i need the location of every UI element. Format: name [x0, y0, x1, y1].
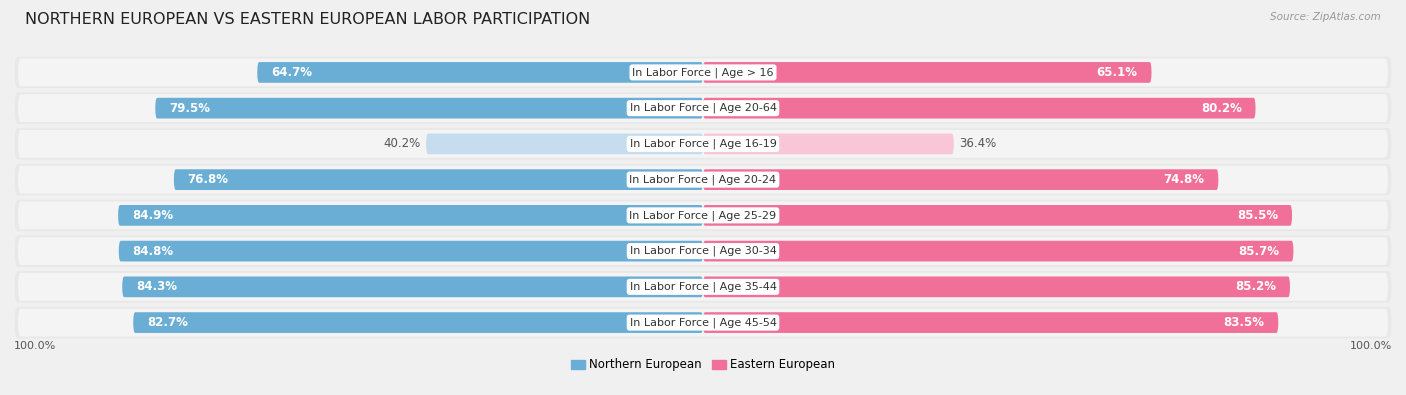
FancyBboxPatch shape — [122, 276, 703, 297]
Text: In Labor Force | Age 35-44: In Labor Force | Age 35-44 — [630, 282, 776, 292]
FancyBboxPatch shape — [703, 276, 1289, 297]
FancyBboxPatch shape — [14, 307, 1392, 338]
Text: In Labor Force | Age 30-34: In Labor Force | Age 30-34 — [630, 246, 776, 256]
FancyBboxPatch shape — [18, 130, 1388, 158]
FancyBboxPatch shape — [14, 235, 1392, 267]
Text: 76.8%: 76.8% — [187, 173, 229, 186]
Text: 82.7%: 82.7% — [148, 316, 188, 329]
FancyBboxPatch shape — [174, 169, 703, 190]
Text: NORTHERN EUROPEAN VS EASTERN EUROPEAN LABOR PARTICIPATION: NORTHERN EUROPEAN VS EASTERN EUROPEAN LA… — [25, 12, 591, 27]
Text: 40.2%: 40.2% — [384, 137, 420, 150]
FancyBboxPatch shape — [18, 201, 1388, 229]
Text: 84.8%: 84.8% — [132, 245, 174, 258]
FancyBboxPatch shape — [703, 134, 953, 154]
Legend: Northern European, Eastern European: Northern European, Eastern European — [565, 354, 841, 376]
FancyBboxPatch shape — [703, 169, 1219, 190]
FancyBboxPatch shape — [18, 273, 1388, 301]
Text: 80.2%: 80.2% — [1201, 102, 1241, 115]
FancyBboxPatch shape — [118, 241, 703, 261]
Text: In Labor Force | Age 45-54: In Labor Force | Age 45-54 — [630, 317, 776, 328]
FancyBboxPatch shape — [14, 164, 1392, 196]
FancyBboxPatch shape — [155, 98, 703, 118]
FancyBboxPatch shape — [18, 308, 1388, 337]
FancyBboxPatch shape — [118, 205, 703, 226]
FancyBboxPatch shape — [18, 94, 1388, 122]
Text: In Labor Force | Age 20-24: In Labor Force | Age 20-24 — [630, 174, 776, 185]
FancyBboxPatch shape — [426, 134, 703, 154]
Text: 85.5%: 85.5% — [1237, 209, 1278, 222]
FancyBboxPatch shape — [703, 205, 1292, 226]
Text: 64.7%: 64.7% — [271, 66, 312, 79]
FancyBboxPatch shape — [14, 57, 1392, 88]
FancyBboxPatch shape — [14, 271, 1392, 303]
FancyBboxPatch shape — [703, 312, 1278, 333]
Text: 65.1%: 65.1% — [1097, 66, 1137, 79]
Text: In Labor Force | Age > 16: In Labor Force | Age > 16 — [633, 67, 773, 78]
Text: In Labor Force | Age 16-19: In Labor Force | Age 16-19 — [630, 139, 776, 149]
FancyBboxPatch shape — [18, 237, 1388, 265]
Text: 100.0%: 100.0% — [14, 341, 56, 351]
Text: 74.8%: 74.8% — [1164, 173, 1205, 186]
Text: In Labor Force | Age 20-64: In Labor Force | Age 20-64 — [630, 103, 776, 113]
FancyBboxPatch shape — [18, 58, 1388, 87]
Text: Source: ZipAtlas.com: Source: ZipAtlas.com — [1270, 12, 1381, 22]
FancyBboxPatch shape — [134, 312, 703, 333]
FancyBboxPatch shape — [703, 62, 1152, 83]
FancyBboxPatch shape — [14, 199, 1392, 231]
FancyBboxPatch shape — [703, 241, 1294, 261]
Text: 85.2%: 85.2% — [1236, 280, 1277, 293]
Text: 36.4%: 36.4% — [959, 137, 997, 150]
FancyBboxPatch shape — [14, 128, 1392, 160]
Text: 84.3%: 84.3% — [136, 280, 177, 293]
Text: 85.7%: 85.7% — [1239, 245, 1279, 258]
Text: 83.5%: 83.5% — [1223, 316, 1264, 329]
FancyBboxPatch shape — [703, 98, 1256, 118]
Text: 84.9%: 84.9% — [132, 209, 173, 222]
FancyBboxPatch shape — [18, 166, 1388, 194]
FancyBboxPatch shape — [257, 62, 703, 83]
Text: 100.0%: 100.0% — [1350, 341, 1392, 351]
Text: In Labor Force | Age 25-29: In Labor Force | Age 25-29 — [630, 210, 776, 221]
Text: 79.5%: 79.5% — [169, 102, 209, 115]
FancyBboxPatch shape — [14, 92, 1392, 124]
